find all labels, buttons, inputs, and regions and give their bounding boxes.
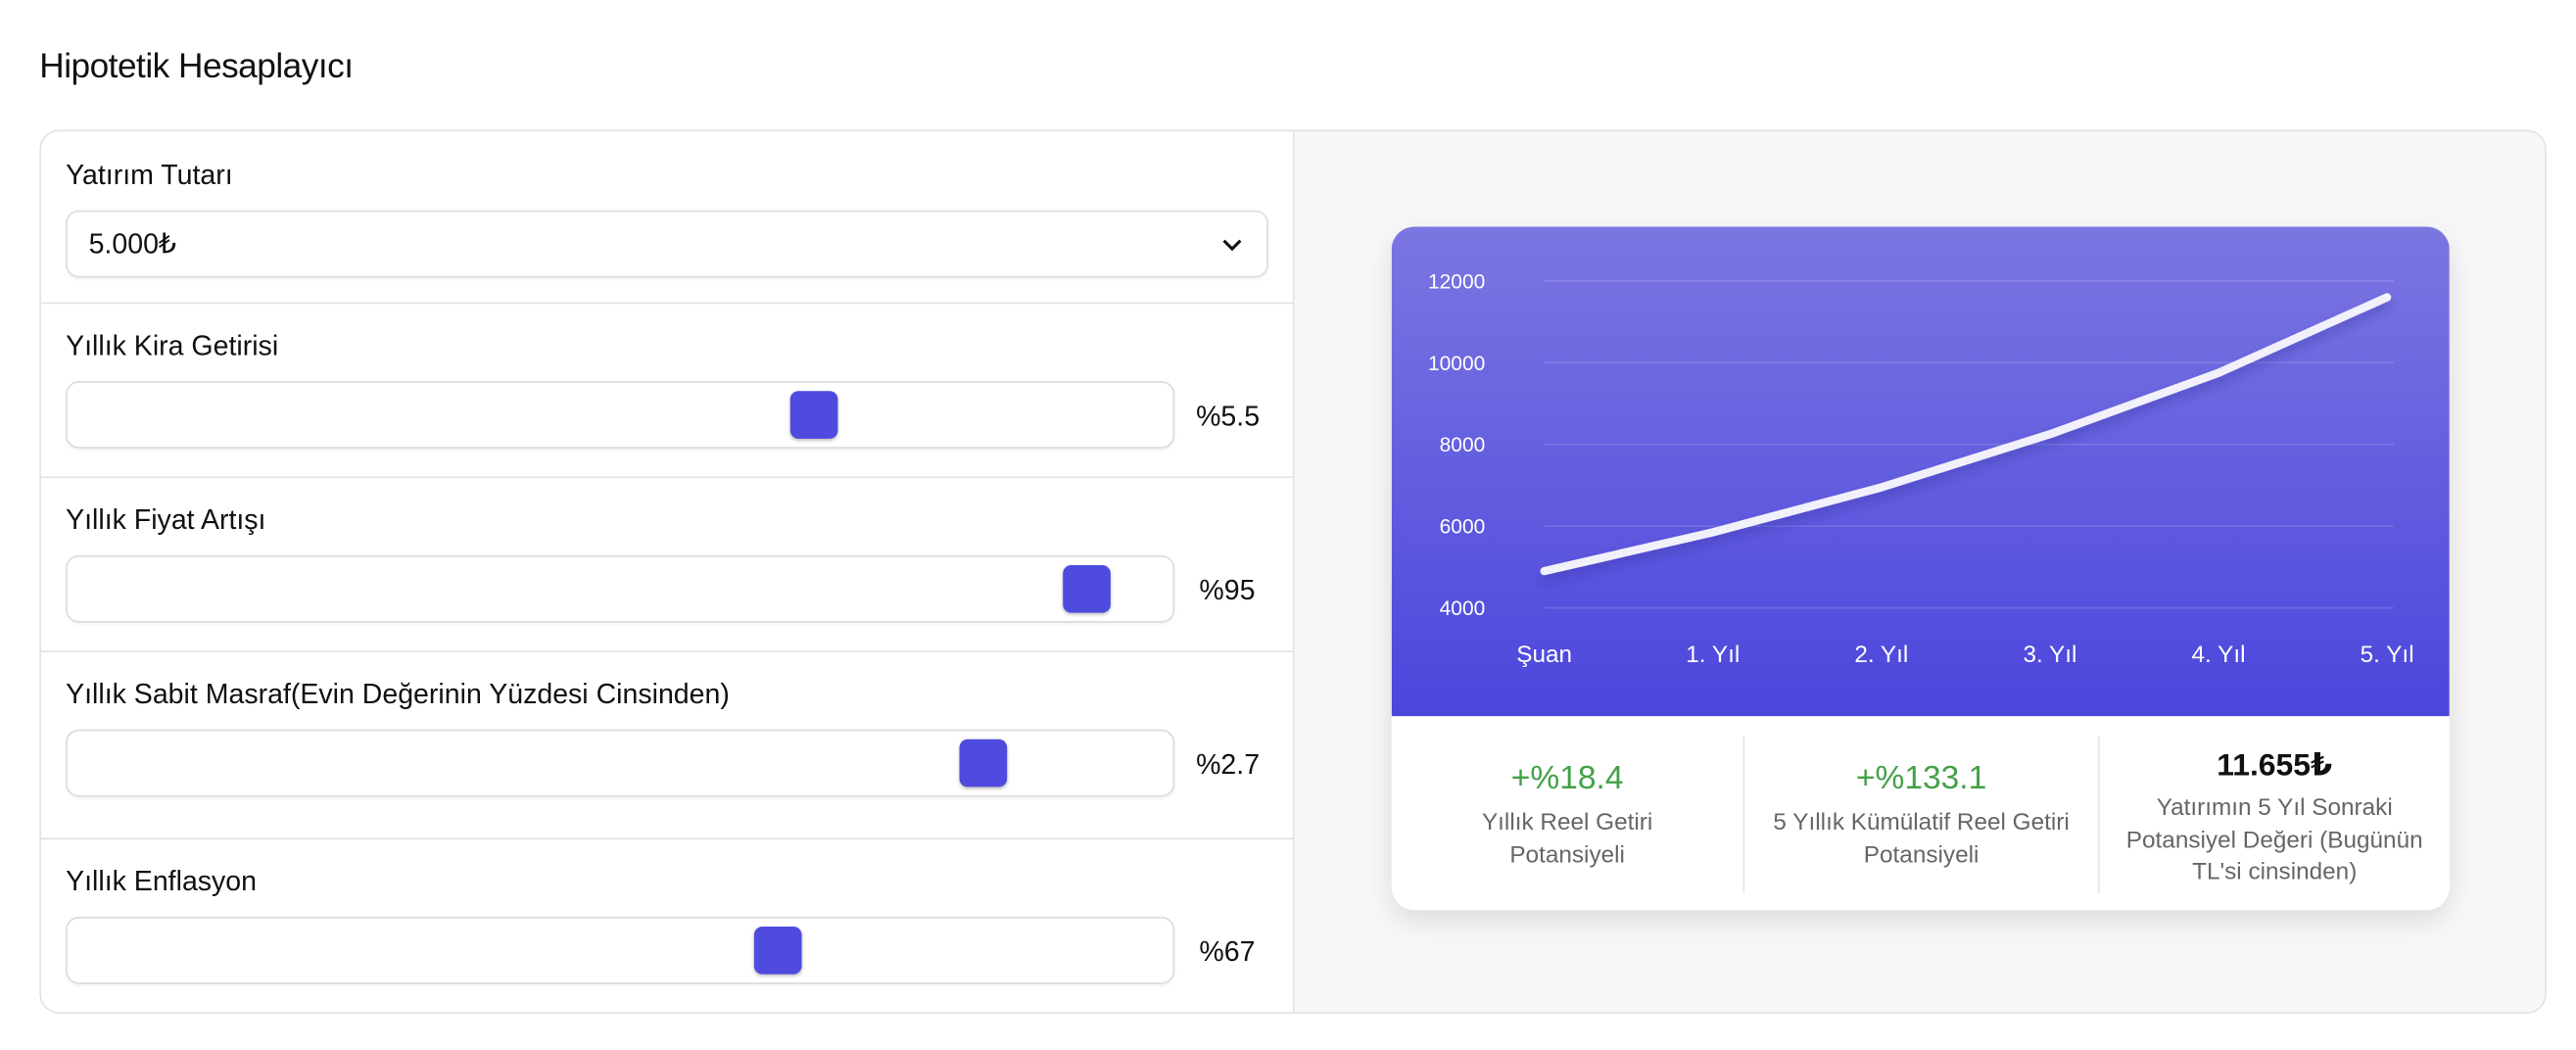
result-card: 4000 6000 8000 10000 12000 Şuan 1. Yıl 2. Yıl 3.… xyxy=(1391,226,2450,911)
y-tick-label: 12000 xyxy=(1428,270,1485,293)
slider[interactable] xyxy=(66,916,1175,984)
input-row: Yıllık Fiyat Artışı %95 xyxy=(40,476,1294,652)
stat-label: Yatırımın 5 Yıl Sonraki Potansiyel Değer… xyxy=(2125,794,2423,886)
slider-value: %95 xyxy=(1199,575,1256,606)
page-title: Hipotetik Hesaplayıcı xyxy=(39,47,354,86)
slider-thumb[interactable] xyxy=(1063,564,1111,613)
slider-value: %67 xyxy=(1199,936,1256,968)
x-tick-label: 1. Yıl xyxy=(1686,642,1740,668)
stat-value: 11.655₺ xyxy=(2217,748,2333,785)
input-row: Yatırım Tutarı 5.000₺ xyxy=(40,131,1294,305)
input-label: Yatırım Tutarı xyxy=(66,159,233,191)
x-tick-label: 3. Yıl xyxy=(2023,642,2076,668)
y-tick-label: 6000 xyxy=(1440,516,1486,539)
slider-value: %5.5 xyxy=(1196,401,1261,433)
calculator-card: Yatırım Tutarı 5.000₺ Yıllık Kira Getiri… xyxy=(39,129,2547,1014)
input-label: Yıllık Enflasyon xyxy=(66,865,258,897)
slider-thumb[interactable] xyxy=(789,391,838,439)
slider[interactable] xyxy=(66,729,1175,797)
stat-label: Yıllık Reel Getiri Potansiyeli xyxy=(1481,809,1653,869)
stat-value: +%18.4 xyxy=(1510,760,1624,797)
x-tick-label: Şuan xyxy=(1516,642,1572,668)
select-value: 5.000₺ xyxy=(88,228,177,261)
chevron-icon xyxy=(1222,239,1242,252)
stat: +%133.1 5 Yıllık Kümülatif Reel Getiri P… xyxy=(1744,716,2098,910)
input-row: Yıllık Kira Getirisi %5.5 xyxy=(40,303,1294,479)
divider xyxy=(1744,736,2100,894)
stat-label: 5 Yıllık Kümülatif Reel Getiri Potansiye… xyxy=(1773,809,2070,869)
line xyxy=(1540,293,2392,576)
input-label: Yıllık Sabit Masraf(Evin Değerinin Yüzde… xyxy=(66,678,730,710)
y-tick-label: 8000 xyxy=(1440,434,1486,456)
stat: 11.655₺ Yatırımın 5 Yıl Sonraki Potansiy… xyxy=(2100,716,2450,910)
input-row: Yıllık Enflasyon %67 xyxy=(41,837,1293,1012)
input-label: Yıllık Fiyat Artışı xyxy=(66,503,266,536)
slider[interactable] xyxy=(66,381,1175,449)
y-tick-label: 10000 xyxy=(1428,353,1485,375)
slider-value: %2.7 xyxy=(1196,748,1261,781)
x-tick-label: 4. Yıl xyxy=(2192,642,2246,668)
input-label: Yıllık Kira Getirisi xyxy=(66,330,279,362)
x-tick-label: 5. Yıl xyxy=(2361,642,2414,668)
slider-thumb[interactable] xyxy=(959,739,1008,788)
select[interactable]: 5.000₺ xyxy=(66,210,1268,278)
stat-value: +%133.1 xyxy=(1855,760,1987,797)
inputs-panel: Yatırım Tutarı 5.000₺ Yıllık Kira Getiri… xyxy=(40,131,1295,1013)
slider-thumb[interactable] xyxy=(753,926,802,975)
x-tick-label: 2. Yıl xyxy=(1854,642,1908,668)
stat xyxy=(1392,736,1745,894)
slider[interactable] xyxy=(66,554,1175,623)
chart: 4000 6000 8000 10000 12000 Şuan 1. Yıl 2. Yıl 3.… xyxy=(1391,226,2450,717)
results-panel: 4000 6000 8000 10000 12000 Şuan 1. Yıl 2. Yıl 3.… xyxy=(1294,131,2546,1013)
stat: +%18.4 Yıllık Reel Getiri Potansiyeli xyxy=(1392,716,1743,910)
input-row: Yıllık Sabit Masraf(Evin Değerinin Yüzde… xyxy=(40,650,1294,840)
y-tick-label: 4000 xyxy=(1440,597,1486,620)
